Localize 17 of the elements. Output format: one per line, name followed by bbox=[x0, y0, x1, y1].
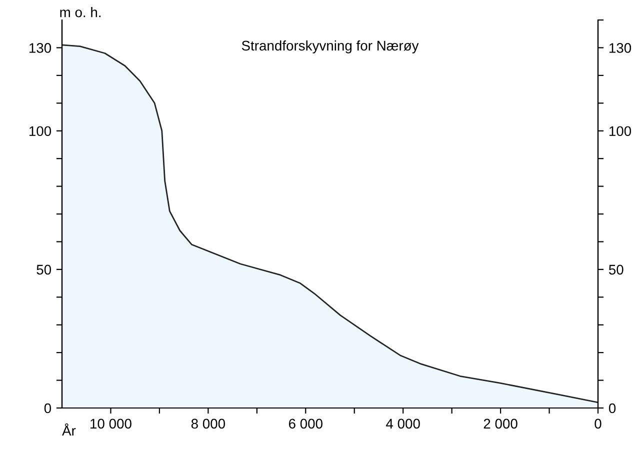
x-tick-label: 2 000 bbox=[484, 418, 518, 429]
y-tick-label: 130 bbox=[29, 43, 52, 53]
x-tick-label: 6 000 bbox=[288, 418, 322, 429]
text: Strandforskyvning for Nærøy bbox=[242, 40, 419, 54]
y-tick-label: 50 bbox=[36, 264, 52, 275]
y2-tick-label: 130 bbox=[609, 43, 632, 53]
y2-tick-label: 50 bbox=[608, 264, 624, 275]
x-tick-label: 4 000 bbox=[386, 418, 420, 429]
y-tick-label: 100 bbox=[29, 126, 52, 136]
x-axis-title: År bbox=[62, 423, 76, 436]
y-tick-label: 0 bbox=[44, 403, 52, 414]
y2-tick-label: 0 bbox=[608, 403, 616, 414]
y-axis-title: m o. h. bbox=[60, 7, 101, 18]
x-tick-label: 8 000 bbox=[191, 418, 226, 429]
x-tick-label: 0 bbox=[594, 418, 602, 429]
y2-tick-label: 100 bbox=[609, 126, 632, 136]
x-tick-label: 10 000 bbox=[90, 418, 132, 429]
